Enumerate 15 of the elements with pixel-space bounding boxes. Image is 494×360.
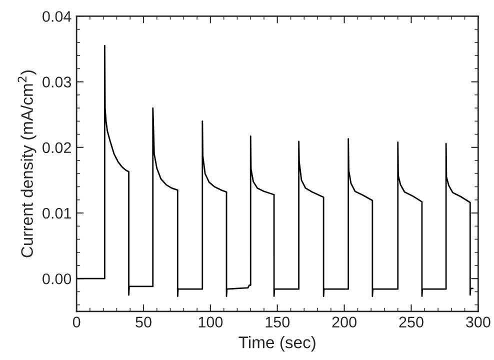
- x-tick-label: 250: [399, 316, 424, 328]
- y-tick-label: 0.02: [42, 142, 71, 154]
- line-series: [76, 45, 474, 298]
- y-axis-title: Current density (mA/cm$^{2}$): [18, 70, 36, 258]
- x-tick-label: 200: [332, 316, 356, 328]
- x-tick-label: 300: [466, 316, 490, 328]
- y-tick-label: 0.00: [42, 273, 72, 284]
- x-tick-label: 100: [198, 316, 223, 328]
- y-tick-label: 0.03: [42, 76, 72, 88]
- x-tick-label: 0: [72, 316, 80, 328]
- x-tick-label: 150: [266, 316, 290, 328]
- x-tick-label: 50: [136, 316, 152, 328]
- y-tick-label: 0.04: [42, 11, 72, 22]
- x-axis-title: Time (sec): [238, 336, 316, 352]
- y-tick-label: 0.01: [42, 208, 71, 219]
